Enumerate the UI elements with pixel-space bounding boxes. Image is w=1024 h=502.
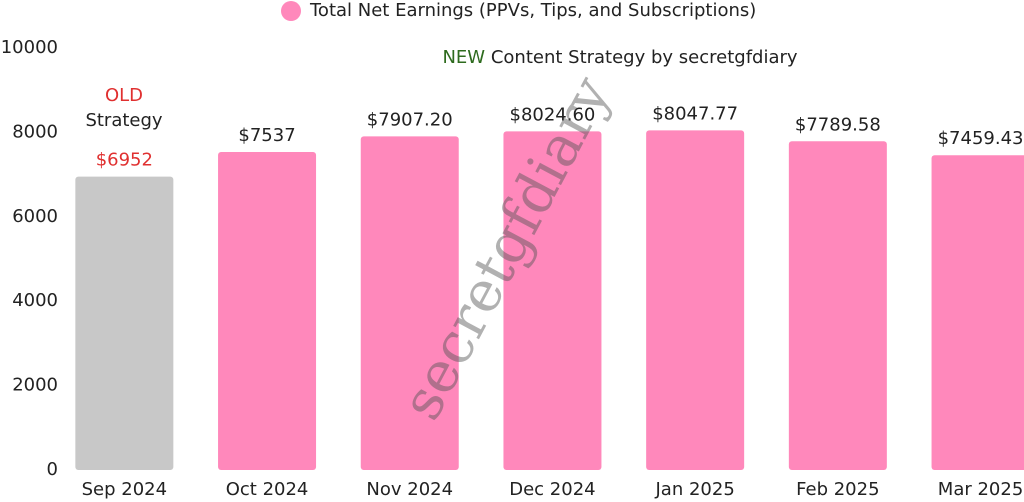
annotation: Content Strategy by secretgfdiary [491, 47, 798, 68]
x-tick-label: Sep 2024 [82, 479, 167, 500]
y-tick-label: 0 [47, 459, 58, 480]
bar [218, 151, 317, 470]
bar [360, 136, 459, 470]
annotation: OLD [105, 85, 143, 106]
x-tick-label: Oct 2024 [226, 479, 309, 500]
x-tick-label: Nov 2024 [366, 479, 453, 500]
legend-swatch [281, 1, 301, 21]
y-tick-label: 10000 [1, 37, 58, 58]
bar [646, 130, 745, 471]
y-tick-label: 4000 [12, 290, 58, 311]
x-tick-label: Mar 2025 [938, 479, 1024, 500]
x-tick-label: Feb 2025 [796, 479, 879, 500]
data-label: $6952 [96, 150, 153, 171]
data-label: $7459.43 [938, 128, 1024, 149]
bar [931, 155, 1024, 470]
x-tick-label: Jan 2025 [655, 479, 735, 500]
y-tick-label: 2000 [12, 375, 58, 396]
legend-label: Total Net Earnings (PPVs, Tips, and Subs… [309, 0, 756, 21]
bar [788, 141, 887, 470]
data-label: $7789.58 [795, 114, 881, 135]
data-label: $7907.20 [367, 109, 453, 130]
data-label: $7537 [238, 125, 295, 146]
annotation: Strategy [85, 110, 162, 131]
data-label: $8024.60 [510, 104, 596, 125]
annotation: NEW Content Strategy by secretgfdiary [442, 47, 797, 68]
x-tick-label: Dec 2024 [509, 479, 595, 500]
annotation: NEW [442, 47, 485, 68]
bar [503, 131, 602, 470]
y-tick-label: 8000 [12, 121, 58, 142]
y-tick-label: 6000 [12, 206, 58, 227]
bar [75, 176, 174, 470]
data-label: $8047.77 [652, 103, 738, 124]
